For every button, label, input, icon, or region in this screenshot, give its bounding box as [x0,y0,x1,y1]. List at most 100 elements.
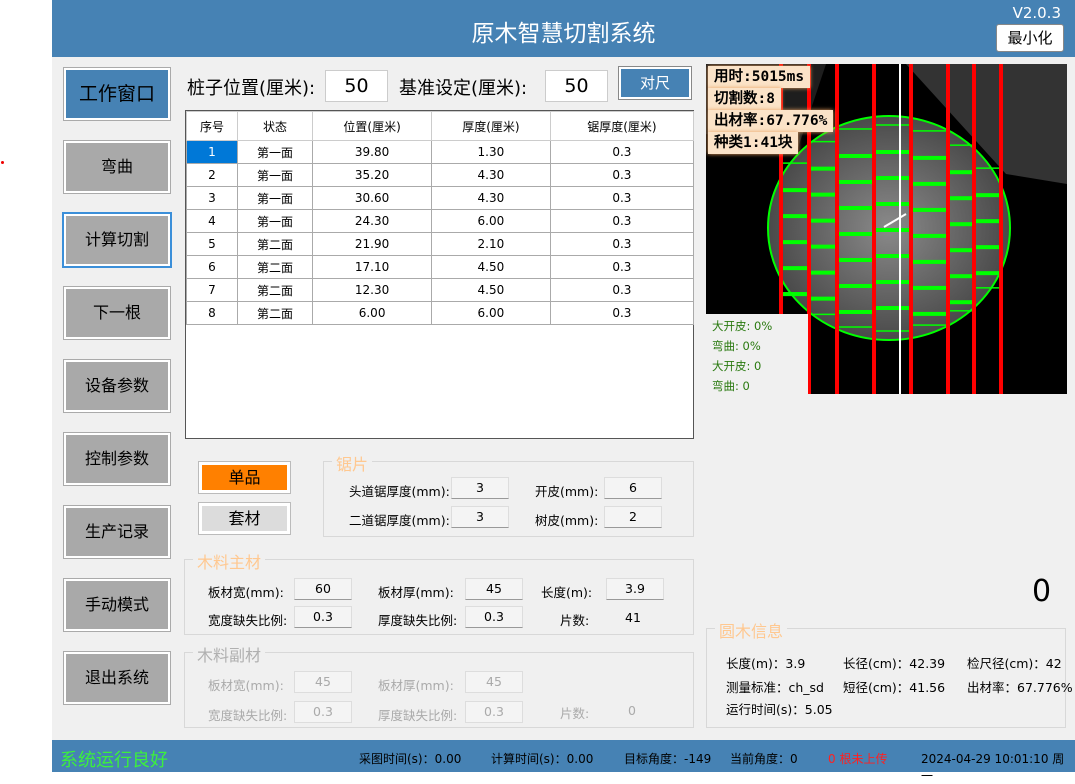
board-divider [875,228,910,233]
table-row[interactable]: 4 第一面 24.30 6.00 0.3 [186,209,695,233]
compute-time: 计算时间(s)：0.00 [491,752,594,766]
table-cell: 24.30 [312,209,432,233]
header: 原木智慧切割系统 V2.0.3 [52,0,1075,57]
board-divider [875,280,910,285]
cut-line [835,64,839,394]
main-thick-label: 板材厚(mm): [378,585,454,600]
single-mode-button[interactable]: 单品 [198,461,291,494]
base-input[interactable]: 50 [545,70,608,102]
table-cell: 0.3 [549,301,695,325]
main-width-input[interactable]: 60 [294,578,352,600]
stat-open-count: 大开皮: 0 [712,359,762,373]
sub-tl-input[interactable]: 0.3 [465,701,523,723]
log-long-diameter: 长径(cm)：42.39 [843,656,946,671]
cut-line [872,64,876,394]
cut-line [946,64,950,394]
second-saw-input[interactable]: 3 [451,506,509,528]
board-divider [782,266,808,271]
board-divider [838,153,873,158]
open-label: 开皮(mm): [535,484,599,499]
board-divider [875,254,910,259]
cut-line [909,64,913,394]
main-wl-input[interactable]: 0.3 [294,606,352,628]
table-cell: 1.30 [430,140,551,164]
table-row[interactable]: 1 第一面 39.80 1.30 0.3 [186,140,695,164]
current-angle: 当前角度：0 [730,752,798,766]
sidebar-device-params[interactable]: 设备参数 [63,359,171,413]
main-thick-input[interactable]: 45 [465,578,523,600]
table-cell: 6 [186,255,238,279]
sidebar-manual-mode[interactable]: 手动模式 [63,578,171,632]
table-cell: 4.30 [430,163,551,187]
board-divider [912,285,947,290]
board-divider [782,240,808,245]
sidebar-next-log[interactable]: 下一根 [63,286,171,340]
direction-arrow [883,213,907,228]
column-header: 状态 [236,111,314,141]
sub-wl-input[interactable]: 0.3 [294,701,352,723]
sidebar-control-params[interactable]: 控制参数 [63,432,171,486]
table-cell: 第一面 [236,140,314,164]
table-row[interactable]: 7 第二面 12.30 4.50 0.3 [186,278,695,302]
sidebar-exit[interactable]: 退出系统 [63,651,171,705]
datetime: 2024-04-29 10:01:10 周一 [921,752,1065,783]
table-cell: 0.3 [549,186,695,210]
stat-open-pct: 大开皮: 0% [712,319,773,333]
main-material-title: 木料主材 [193,549,266,573]
board-divider [810,218,836,223]
table-cell: 0.3 [549,278,695,302]
board-divider [875,202,910,207]
table-cell: 0.3 [549,140,695,164]
overlay-kind: 种类1:41块 [708,132,799,154]
table-cell: 6.00 [430,301,551,325]
board-divider [782,188,808,193]
table-row[interactable]: 8 第二面 6.00 6.00 0.3 [186,301,695,325]
sidebar-production-log[interactable]: 生产记录 [63,505,171,559]
bark-input[interactable]: 2 [604,506,662,528]
table-cell: 第一面 [236,186,314,210]
head-saw-input[interactable]: 3 [451,477,509,499]
red-dot [1,161,4,164]
open-input[interactable]: 6 [604,477,662,499]
board-divider [949,248,973,253]
board-divider [975,193,1000,198]
table-row[interactable]: 5 第二面 21.90 2.10 0.3 [186,232,695,256]
board-divider [838,257,873,262]
stake-input[interactable]: 50 [325,70,388,102]
set-mode-button[interactable]: 套材 [198,502,291,535]
cut-line [779,64,783,394]
log-short-diameter: 短径(cm)：41.56 [843,680,946,695]
sidebar-work-window[interactable]: 工作窗口 [63,67,171,121]
counter-value: 0 [1032,574,1052,609]
table-cell: 4.30 [430,186,551,210]
sub-thick-input[interactable]: 45 [465,671,523,693]
table-cell: 2 [186,163,238,187]
sub-width-input[interactable]: 45 [294,671,352,693]
table-cell: 12.30 [312,278,432,302]
minimize-button[interactable]: 最小化 [996,24,1064,52]
overlay-yield: 出材率:67.776% [708,110,834,132]
main-tl-label: 厚度缺失比例: [378,613,458,628]
main-tl-input[interactable]: 0.3 [465,606,523,628]
table-cell: 第二面 [236,232,314,256]
board-divider [949,170,973,175]
overlay-cut-count: 切割数:8 [708,88,781,110]
cut-table: 序号 状态 位置(厘米) 厚度(厘米) 锯厚度(厘米) 1 第一面 39.80 1.30 0.3 2… [185,110,695,439]
board-divider [912,207,947,212]
board-divider [912,233,947,238]
upload-status: 0 根未上传 [828,752,888,766]
table-row[interactable]: 2 第一面 35.20 4.30 0.3 [186,163,695,187]
table-row[interactable]: 6 第二面 17.10 4.50 0.3 [186,255,695,279]
target-angle: 目标角度：-149 [624,752,712,766]
align-button[interactable]: 对尺 [618,66,692,100]
sidebar-compute-cut[interactable]: 计算切割 [62,212,172,268]
main-width-label: 板材宽(mm): [208,585,284,600]
stat-bend-pct: 弯曲: 0% [712,339,761,353]
sub-material-group: 木料副材 [184,642,694,728]
table-row[interactable]: 3 第一面 30.60 4.30 0.3 [186,186,695,210]
sidebar-bend[interactable]: 弯曲 [63,140,171,194]
main-length-input[interactable]: 3.9 [606,578,664,600]
board-divider [838,309,873,314]
sub-thick-label: 板材厚(mm): [378,678,454,693]
log-standard: 测量标准：ch_sd [726,680,824,695]
